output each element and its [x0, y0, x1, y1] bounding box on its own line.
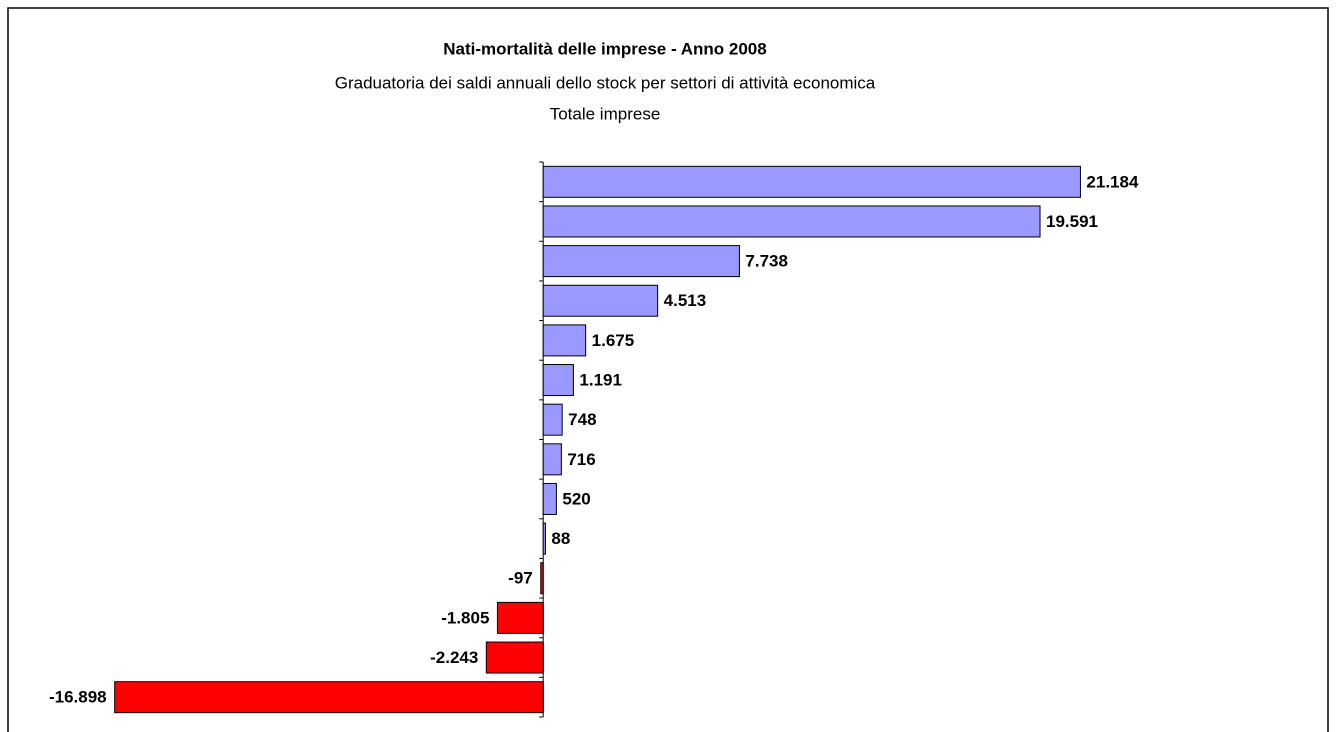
bar: [542, 245, 740, 278]
data-label: -1.805: [441, 608, 489, 627]
data-label: 88: [551, 529, 570, 548]
chart-subtitle: Graduatoria dei saldi annuali dello stoc…: [335, 73, 876, 92]
data-label: 7.738: [745, 252, 788, 271]
data-label: 748: [568, 410, 596, 429]
bar: [542, 403, 563, 436]
data-label: 716: [567, 450, 595, 469]
bar: [485, 641, 544, 674]
data-label: -2.243: [430, 648, 478, 667]
bar: [542, 205, 1041, 238]
chart-frame: [7, 7, 1329, 732]
bar: [114, 681, 544, 714]
data-label: 520: [562, 489, 590, 508]
bar: [542, 284, 659, 317]
bar: [542, 165, 1081, 198]
data-label: 1.191: [579, 371, 622, 390]
data-label: -16.898: [49, 688, 107, 707]
bar: [496, 601, 544, 634]
bar: [542, 482, 557, 515]
bar: [542, 443, 562, 476]
data-label: 19.591: [1046, 212, 1098, 231]
data-label: 4.513: [664, 291, 707, 310]
data-label: 1.675: [592, 331, 635, 350]
bar: [542, 522, 546, 555]
chart-title: Nati-mortalità delle imprese - Anno 2008: [443, 39, 766, 58]
bar: [542, 324, 587, 357]
data-label: 21.184: [1086, 172, 1139, 191]
chart-subtitle: Totale imprese: [550, 104, 661, 123]
bar: [540, 562, 544, 595]
bar: [542, 364, 574, 397]
data-label: -97: [508, 569, 533, 588]
